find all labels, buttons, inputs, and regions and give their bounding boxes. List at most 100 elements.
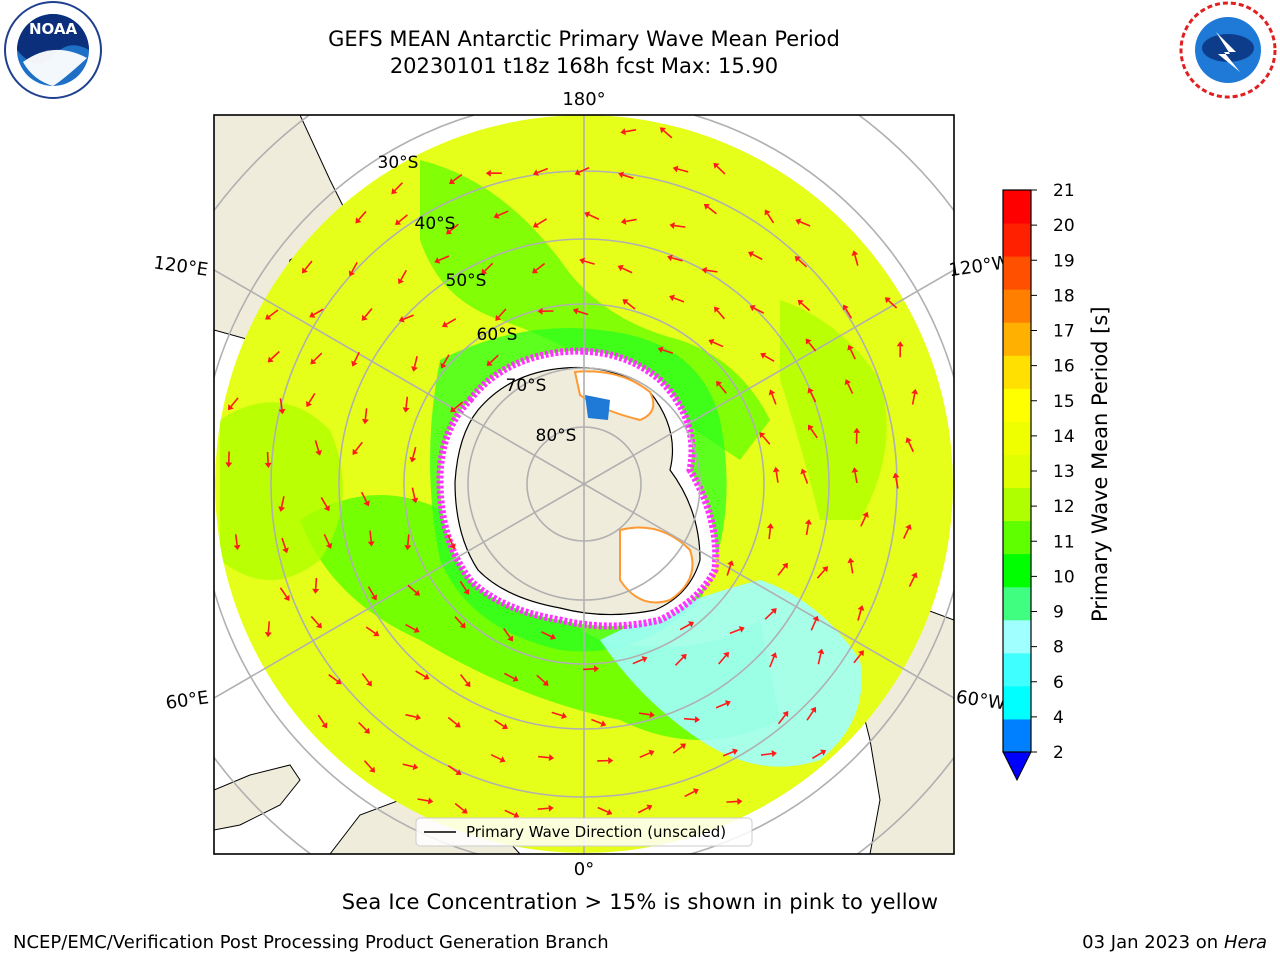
wave-arrow-head — [461, 807, 468, 814]
wave-arrow-shaft — [267, 621, 271, 633]
wave-arrow-shaft — [313, 308, 324, 316]
wave-arrow-shaft — [504, 672, 515, 680]
wave-arrow-shaft — [405, 396, 409, 408]
wave-arrow-shaft — [591, 718, 602, 725]
wave-arrow-head — [355, 217, 362, 224]
wave-arrow-shaft — [498, 308, 507, 318]
wave-arrow-head — [620, 128, 626, 136]
wave-arrow-head — [708, 338, 715, 346]
wave-arrow-shaft — [490, 753, 502, 761]
wave-arrow-head — [672, 165, 679, 173]
wave-arrow-head — [309, 311, 316, 318]
wave-arrow-head — [649, 711, 655, 719]
wave-arrow-shaft — [716, 165, 726, 175]
wave-arrow-shaft — [314, 577, 318, 589]
wave-arrow-head — [680, 653, 687, 660]
wave-arrow-head — [727, 560, 734, 567]
wave-arrow-shaft — [417, 798, 429, 802]
wave-arrow-shaft — [323, 534, 330, 545]
wave-arrow-shaft — [639, 752, 651, 759]
wave-arrow-shaft — [769, 656, 775, 668]
wave-arrow-shaft — [766, 213, 775, 224]
wave-arrow-shaft — [902, 528, 910, 539]
wave-arrow-shaft — [578, 166, 590, 173]
wave-arrow-shaft — [535, 262, 546, 271]
lat-label-40s: 40°S — [415, 214, 456, 234]
wave-arrow-shaft — [908, 576, 916, 587]
wave-arrow-shaft — [369, 530, 372, 542]
wave-arrow-head — [449, 178, 456, 185]
wave-arrow-shaft — [683, 717, 696, 721]
wave-arrow-shaft — [799, 221, 811, 227]
colorbar-label: Primary Wave Mean Period [s] — [1088, 306, 1112, 622]
wave-arrow-head — [463, 588, 470, 595]
wave-arrow-shaft — [230, 397, 239, 407]
wave-arrow-shaft — [447, 765, 458, 773]
wave-arrow-head — [772, 466, 780, 473]
nws-logo — [1178, 0, 1278, 100]
wave-arrow-shaft — [497, 210, 509, 217]
wave-arrow-head — [323, 505, 330, 512]
wave-arrow-head — [361, 314, 368, 321]
wave-arrow-shaft — [268, 309, 279, 318]
wave-arrow-head — [648, 749, 655, 757]
wave-arrow-head — [301, 267, 308, 274]
wave-arrow-shaft — [402, 763, 414, 768]
wave-arrow-shaft — [718, 384, 727, 394]
wave-arrow-shaft — [637, 806, 649, 814]
wave-arrow-shaft — [442, 354, 450, 365]
wave-arrow-head — [657, 346, 664, 354]
wave-arrow-head — [370, 594, 378, 601]
wave-arrow-head — [549, 633, 556, 640]
wave-arrow-head — [441, 321, 449, 328]
wave-arrow-head — [335, 678, 342, 685]
wave-arrow-shaft — [764, 611, 774, 620]
wave-arrow-head — [766, 523, 774, 529]
wave-arrow-head — [493, 212, 500, 219]
footer-branch: NCEP/EMC/Verification Post Processing Pr… — [13, 932, 609, 953]
wave-arrow-shaft — [810, 428, 818, 439]
wave-arrow-shaft — [887, 299, 898, 309]
wave-arrow-head — [716, 380, 723, 387]
wave-arrow-head — [810, 706, 817, 713]
wave-arrow-shaft — [438, 255, 450, 262]
wave-arrow-shaft — [407, 534, 410, 546]
wave-arrow-shaft — [674, 656, 684, 666]
legend-label: Primary Wave Direction (unscaled) — [466, 823, 726, 841]
wave-arrow-head — [412, 763, 419, 771]
wave-arrow-head — [782, 711, 789, 718]
wave-arrow-shaft — [752, 253, 763, 261]
wave-arrow-shaft — [454, 615, 463, 626]
wave-arrow-shaft — [812, 751, 823, 759]
wave-arrow-head — [233, 544, 241, 551]
wave-arrow-head — [423, 673, 430, 680]
wave-arrow-head — [227, 404, 234, 411]
wave-arrow-shaft — [314, 440, 320, 452]
wave-arrow-head — [561, 712, 567, 719]
wave-arrow-head — [669, 294, 676, 302]
wave-arrow-head — [481, 268, 488, 275]
wave-arrow-shaft — [354, 441, 363, 452]
wave-arrow-shaft — [280, 496, 285, 508]
wave-arrow-head — [701, 266, 708, 274]
wave-arrow-shaft — [328, 674, 339, 682]
wave-arrow-shaft — [358, 721, 367, 731]
wave-arrow-head — [411, 497, 419, 504]
wave-arrow-head — [723, 651, 730, 658]
wave-arrow-shaft — [447, 716, 458, 726]
wave-arrow-head — [351, 360, 358, 367]
wave-arrow-head — [692, 788, 699, 795]
wave-arrow-head — [325, 542, 333, 549]
wave-arrow-shaft — [726, 564, 732, 576]
lat-label-30s: 30°S — [378, 153, 419, 173]
wave-arrow-shaft — [853, 653, 862, 664]
wave-arrow-head — [455, 769, 462, 775]
shade-green-west — [220, 402, 343, 580]
wave-arrow-head — [532, 221, 540, 228]
wave-arrow-head — [495, 314, 502, 321]
wave-arrow-shaft — [805, 523, 810, 536]
wave-arrow-head — [450, 406, 457, 413]
footer-machine: Hera — [1223, 932, 1267, 953]
wave-arrow-head — [732, 748, 739, 756]
wave-arrow-head — [427, 797, 434, 805]
